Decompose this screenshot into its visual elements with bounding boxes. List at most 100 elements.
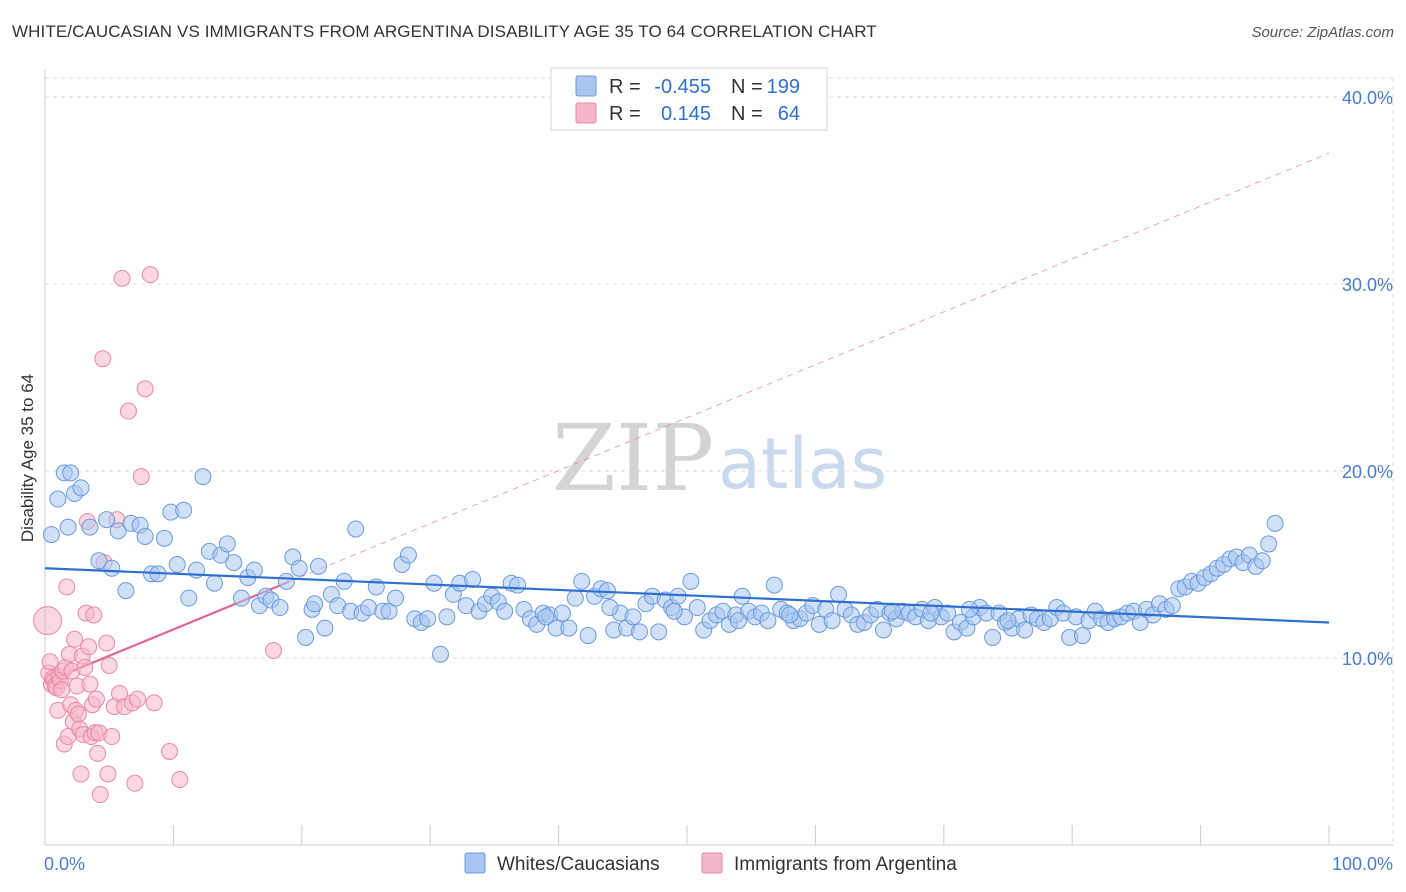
argentina-point-41 xyxy=(91,786,109,804)
stats-legend-n-value-blue: 199 xyxy=(767,76,800,98)
whites-point-42 xyxy=(309,557,327,575)
whites-point-6 xyxy=(72,479,90,497)
stats-legend-n-label-pink: N = xyxy=(731,103,763,125)
y-axis-label: Disability Age 35 to 64 xyxy=(18,374,37,542)
whites-point-82 xyxy=(566,589,584,607)
whites-point-83 xyxy=(573,572,591,590)
watermark-atlas: atlas xyxy=(718,423,887,505)
whites-point-3 xyxy=(59,518,77,536)
whites-point-10 xyxy=(103,559,121,577)
whites-point-95 xyxy=(650,623,668,641)
argentina-point-51 xyxy=(113,269,131,287)
axes xyxy=(44,70,1393,846)
whites-point-56 xyxy=(399,546,417,564)
stats-legend-n-label-blue: N = xyxy=(731,76,763,98)
argentina-point-11 xyxy=(53,681,71,699)
whites-point-11 xyxy=(109,522,127,540)
series-legend-swatch-whites[interactable] xyxy=(464,852,486,874)
whites-trend-solid xyxy=(44,567,1330,624)
whites-point-113 xyxy=(765,576,783,594)
whites-point-194 xyxy=(922,604,940,622)
argentina-point-63 xyxy=(265,642,283,660)
whites-point-152 xyxy=(1016,621,1034,639)
whites-point-147 xyxy=(984,628,1002,646)
stats-legend-r-value-blue: -0.455 xyxy=(654,76,711,98)
whites-point-192 xyxy=(729,612,747,630)
argentina-point-29 xyxy=(76,658,94,676)
argentina-point-62 xyxy=(171,771,189,789)
y-tick-label-1: 20.0% xyxy=(1342,462,1393,482)
stats-legend-r-label-blue: R = xyxy=(609,76,641,98)
whites-point-190 xyxy=(1260,535,1278,553)
series-legend-swatch-argentina[interactable] xyxy=(701,852,723,874)
whites-point-80 xyxy=(553,604,571,622)
whites-trend-line xyxy=(44,567,1330,624)
whites-point-100 xyxy=(682,572,700,590)
whites-point-24 xyxy=(194,468,212,486)
whites-point-4 xyxy=(62,464,80,482)
stats-legend-r-value-pink: 0.145 xyxy=(661,103,711,125)
whites-point-30 xyxy=(232,589,250,607)
whites-point-43 xyxy=(316,619,334,637)
argentina-point-60 xyxy=(145,694,163,712)
y-tick-label-0: 10.0% xyxy=(1342,649,1393,669)
whites-point-201 xyxy=(999,612,1017,630)
stats-legend-n-value-pink: 64 xyxy=(778,103,800,125)
watermark-zip: ZIP xyxy=(552,405,714,512)
whites-point-81 xyxy=(560,619,578,637)
whites-point-84 xyxy=(579,627,597,645)
whites-point-7 xyxy=(81,518,99,536)
whites-point-123 xyxy=(830,585,848,603)
x-tick-label-0: 0.0% xyxy=(44,854,85,874)
source-label: Source: ZipAtlas.com xyxy=(1251,24,1394,41)
argentina-point-32 xyxy=(80,638,98,656)
argentina-point-2 xyxy=(41,653,59,671)
whites-point-140 xyxy=(939,604,957,622)
whites-point-1 xyxy=(49,490,67,508)
whites-point-54 xyxy=(387,589,405,607)
whites-point-200 xyxy=(883,602,901,620)
whites-point-20 xyxy=(168,556,186,573)
x-tick-label-1: 100.0% xyxy=(1332,854,1393,874)
argentina-point-61 xyxy=(161,743,179,760)
argentina-point-53 xyxy=(119,402,137,420)
stats-legend-r-label-pink: R = xyxy=(609,103,641,125)
argentina-point-46 xyxy=(100,656,118,674)
whites-points xyxy=(42,464,1284,663)
series-legend-label-whites[interactable]: Whites/Caucasians xyxy=(497,854,660,875)
y-tick-label-3: 40.0% xyxy=(1342,88,1393,108)
whites-point-18 xyxy=(155,529,173,547)
whites-point-73 xyxy=(509,576,527,594)
whites-point-66 xyxy=(464,570,482,588)
argentina-point-0 xyxy=(33,606,63,636)
chart-title: WHITE/CAUCASIAN VS IMMIGRANTS FROM ARGEN… xyxy=(12,22,877,41)
whites-point-21 xyxy=(175,501,193,519)
stats-legend: R = -0.455 N = 199 R = 0.145 N = 64 xyxy=(550,67,828,131)
argentina-point-24 xyxy=(69,705,87,723)
whites-point-36 xyxy=(271,599,289,617)
argentina-point-26 xyxy=(72,765,90,783)
argentina-points xyxy=(33,266,283,804)
x-axis-ticks: 0.0% 100.0% xyxy=(44,825,1393,874)
argentina-point-42 xyxy=(94,350,112,368)
argentina-point-56 xyxy=(128,690,146,708)
whites-point-9 xyxy=(98,511,116,529)
argentina-point-33 xyxy=(81,675,99,693)
series-legend-label-argentina[interactable]: Immigrants from Argentina xyxy=(734,854,957,875)
whites-point-22 xyxy=(180,589,198,607)
whites-point-60 xyxy=(425,574,443,592)
whites-point-71 xyxy=(496,602,514,620)
whites-point-61 xyxy=(431,645,449,663)
whites-point-32 xyxy=(245,561,263,579)
whites-point-29 xyxy=(225,554,243,572)
whites-point-199 xyxy=(781,606,799,624)
whites-point-50 xyxy=(360,599,378,617)
watermark: ZIP atlas xyxy=(552,405,887,512)
whites-point-0 xyxy=(42,526,60,544)
whites-point-108 xyxy=(733,587,751,605)
whites-point-39 xyxy=(290,559,308,577)
stats-legend-swatch-pink xyxy=(575,102,597,124)
whites-point-62 xyxy=(438,608,456,626)
